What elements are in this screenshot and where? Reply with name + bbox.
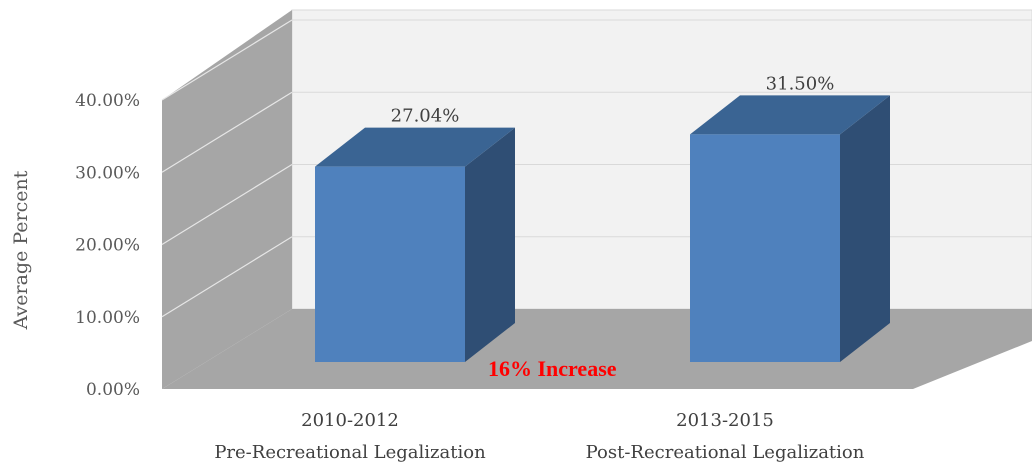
chart-walls [162, 9, 1032, 389]
bar-2-top [690, 95, 890, 135]
bar-2-side [840, 95, 890, 362]
bar-2 [690, 95, 890, 362]
y-tick-label-3: 30.00% [75, 163, 140, 183]
gridline-side-2 [161, 163, 293, 246]
data-label-1: 27.04% [391, 106, 460, 127]
category-label-1-description: Pre-Recreational Legalization [214, 442, 486, 463]
gridline-side-1 [161, 236, 293, 318]
y-axis-ticks: 0.00% 10.00% 20.00% 30.00% 40.00% [75, 91, 140, 400]
bar-1-front [315, 166, 465, 362]
category-label-2-period: 2013-2015 [676, 410, 774, 431]
bar-2-front [690, 134, 840, 362]
category-label-2-description: Post-Recreational Legalization [586, 442, 865, 463]
category-label-1-period: 2010-2012 [301, 410, 399, 431]
data-label-2: 31.50% [766, 73, 835, 94]
gridline-side-4 [161, 19, 293, 101]
y-tick-label-1: 10.00% [75, 308, 140, 328]
y-axis-label: Average Percent [10, 170, 32, 330]
gridline-side-3 [161, 91, 293, 173]
annotation-increase: 16% Increase [488, 356, 617, 381]
y-tick-label-2: 20.00% [75, 236, 140, 256]
bars: 27.04% 31.50% [315, 73, 890, 362]
y-tick-label-0: 0.00% [86, 380, 140, 400]
bar-1 [315, 127, 515, 362]
bar-1-top [315, 127, 515, 167]
bar-1-side [465, 127, 515, 362]
gridlines [161, 19, 1032, 318]
side-wall [162, 10, 292, 389]
category-labels: 2010-2012 Pre-Recreational Legalization 20… [214, 410, 864, 463]
y-tick-label-4: 40.00% [75, 91, 140, 111]
